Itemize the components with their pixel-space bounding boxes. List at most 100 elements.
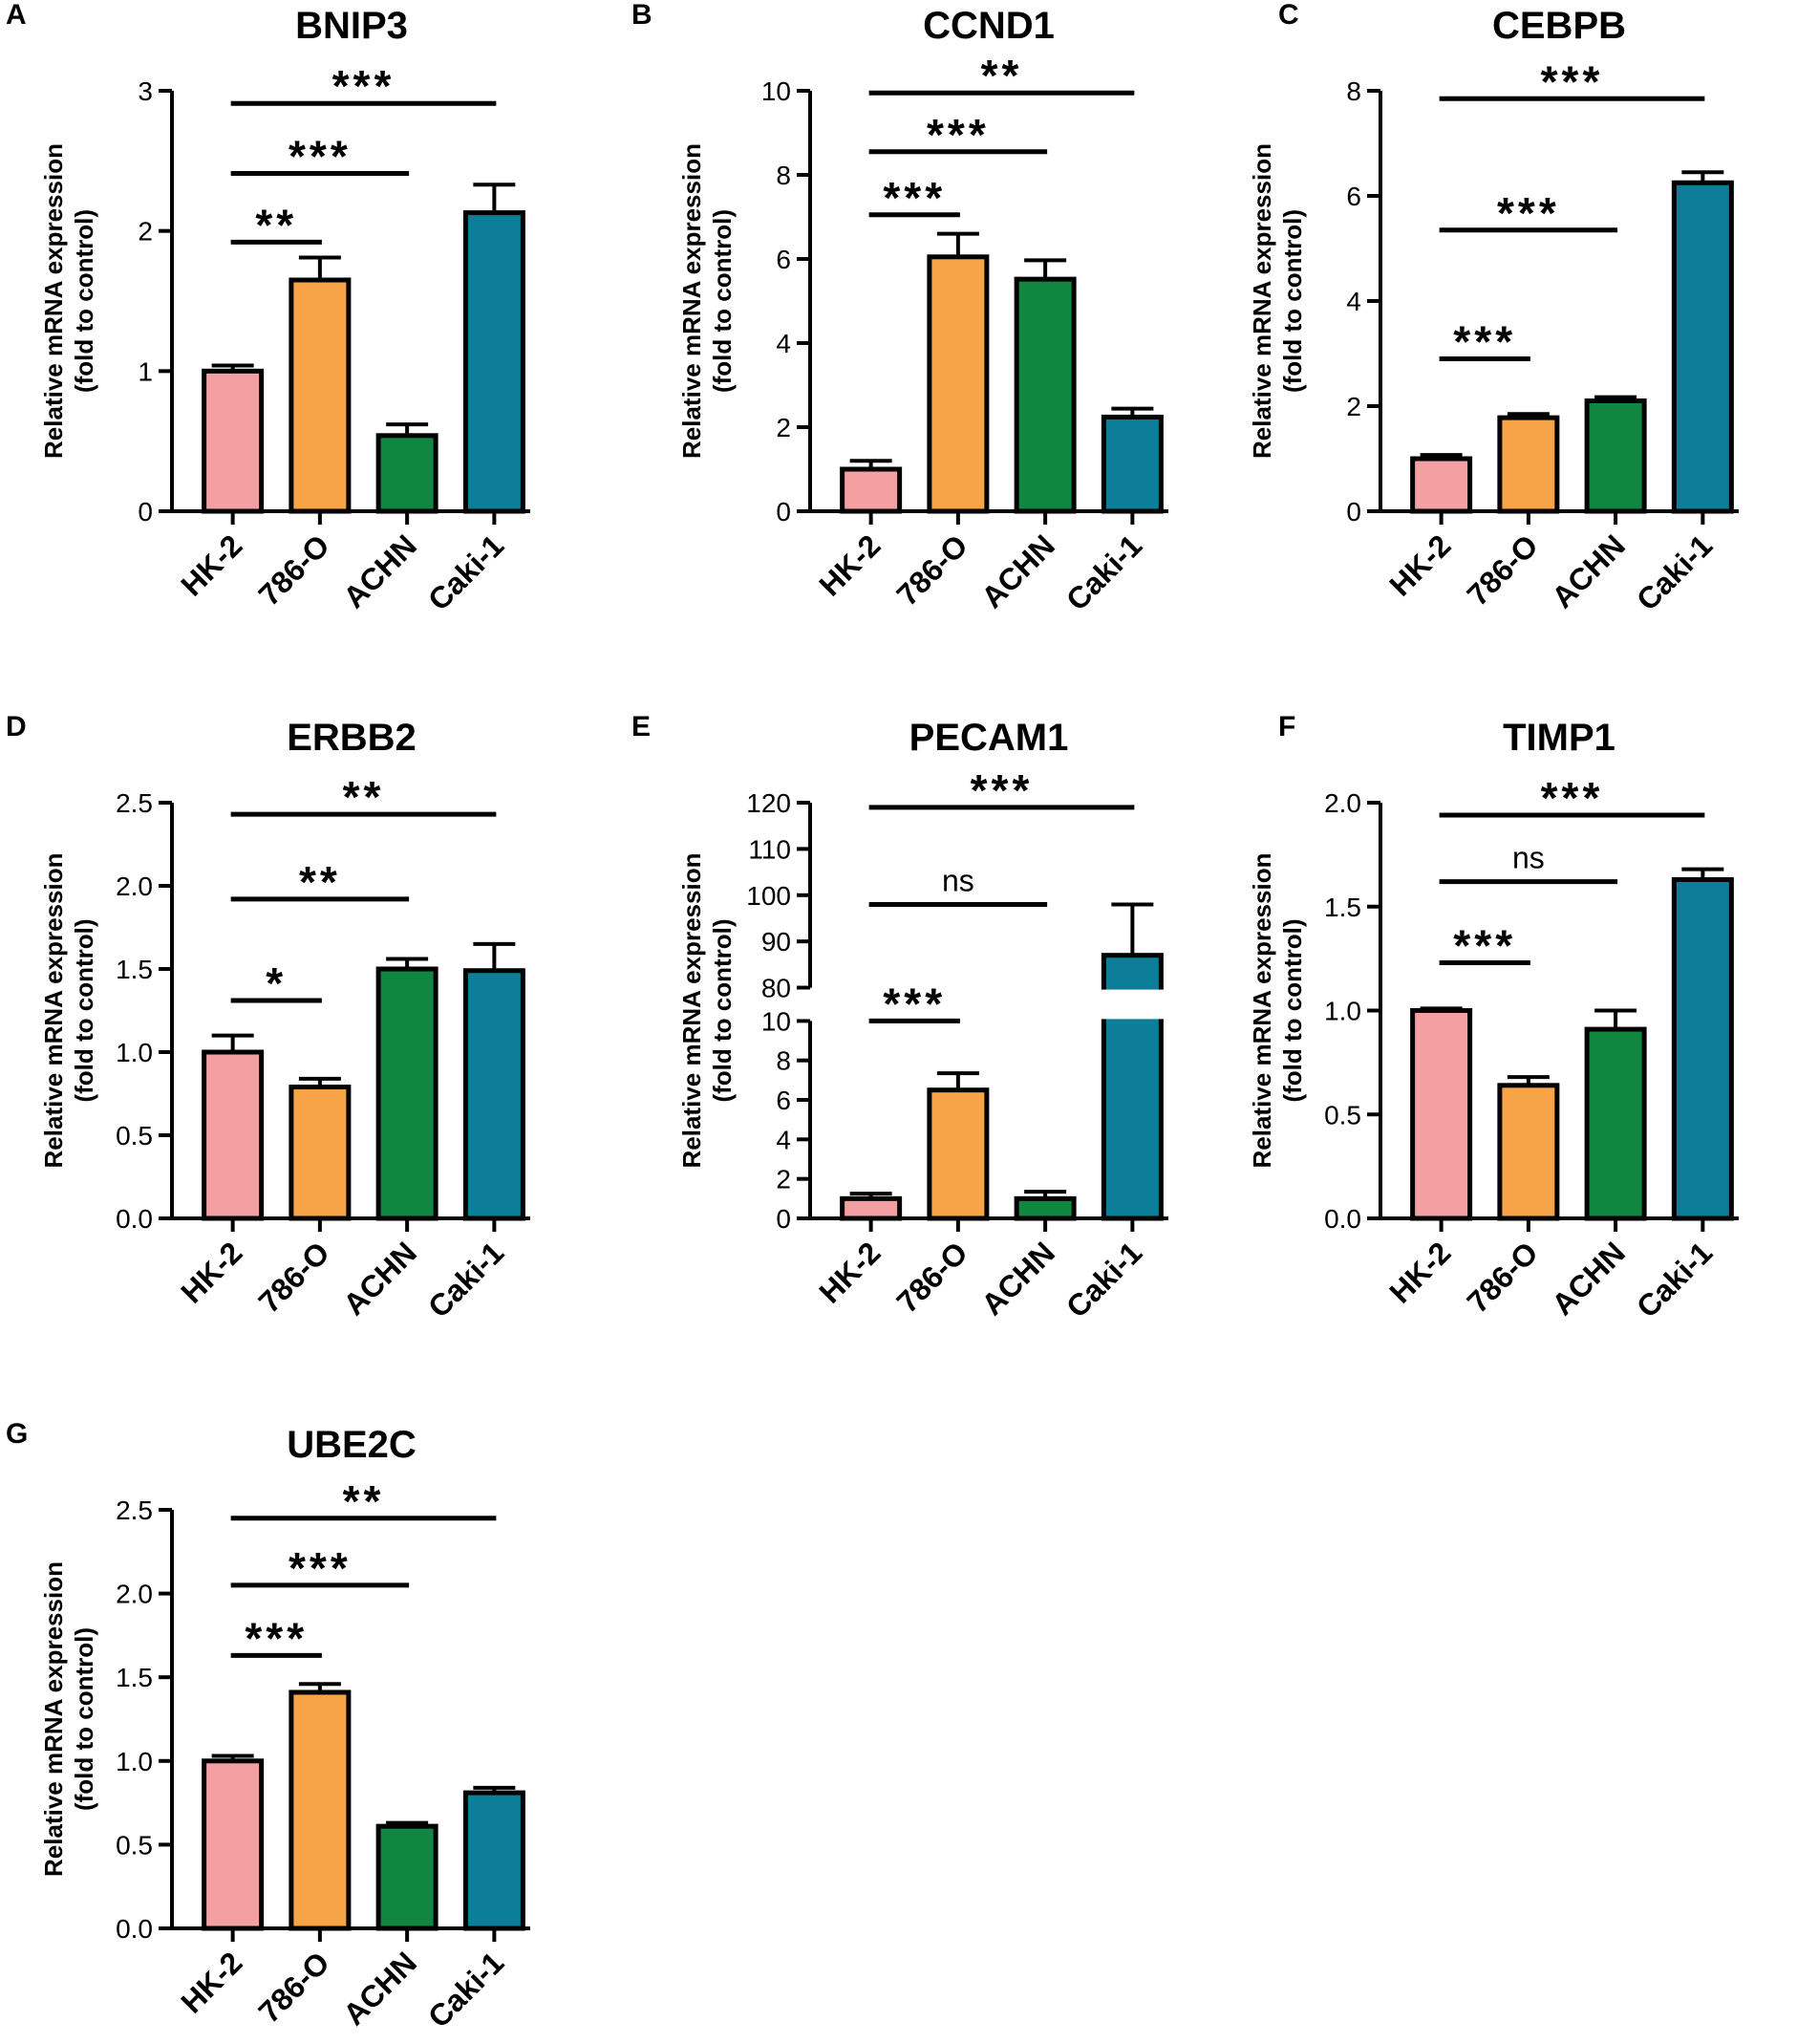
bar-hk-2	[1410, 1008, 1473, 1221]
x-tick-label-786-o: 786-O	[251, 1235, 335, 1319]
bar-786-o	[289, 1085, 352, 1221]
significance-label: ***	[883, 173, 946, 223]
x-tick-label-hk-2: HK-2	[174, 1945, 248, 2019]
bar-786-o	[289, 277, 352, 514]
y-tick-label: 6	[776, 1086, 791, 1115]
significance-label: ***	[332, 61, 396, 111]
panel-letter: F	[1278, 711, 1295, 742]
bar-achn	[375, 433, 438, 514]
x-tick-label-achn: ACHN	[1545, 1235, 1632, 1322]
x-tick-label-caki-1: Caki-1	[421, 1235, 510, 1323]
y-tick-label: 0.0	[1324, 1204, 1361, 1234]
y-axis-label: Relative mRNA expression	[677, 143, 706, 459]
bar-hk-2	[840, 466, 903, 514]
significance-label: ***	[289, 1543, 352, 1593]
y-tick-label: 4	[1346, 287, 1361, 316]
panel-f: F TIMP1 Relative mRNA expression (fold to c…	[1248, 711, 1739, 1324]
y-tick-label: 90	[761, 927, 791, 957]
y-tick-label: 110	[748, 834, 791, 864]
y-axis-label: Relative mRNA expression	[1248, 143, 1276, 459]
x-tick-label-achn: ACHN	[336, 1945, 423, 2032]
significance-label: **	[255, 200, 297, 249]
significance-label: *	[266, 958, 287, 1008]
bar-786-o	[289, 1689, 352, 1931]
significance-label: **	[981, 51, 1023, 100]
x-tick-label-hk-2: HK-2	[812, 527, 887, 602]
y-tick-label: 1.5	[1324, 893, 1361, 922]
y-axis-label: Relative mRNA expression	[39, 143, 68, 459]
x-tick-label-hk-2: HK-2	[812, 1235, 887, 1309]
x-tick-label-786-o: 786-O	[251, 1945, 335, 2029]
bar-786-o	[1497, 1083, 1560, 1221]
y-tick-label: 6	[1346, 182, 1361, 211]
x-tick-label-achn: ACHN	[1545, 527, 1632, 614]
bar-hk-2	[840, 1195, 903, 1221]
x-tick-label-hk-2: HK-2	[174, 527, 248, 602]
y-tick-label: 2.0	[116, 1580, 153, 1609]
bar-caki-1	[1671, 180, 1734, 514]
x-tick-label-achn: ACHN	[336, 1235, 423, 1322]
y-tick-label: 0	[776, 1204, 791, 1234]
y-tick-label: 2	[776, 413, 791, 442]
chart-title: PECAM1	[909, 717, 1069, 759]
panel-e: E PECAM1 Relative mRNA expression (fold to …	[631, 711, 1172, 1324]
significance-label: ns	[942, 863, 974, 897]
bar-786-o	[1497, 415, 1560, 514]
y-tick-label: 1.0	[116, 1038, 153, 1067]
y-tick-label: 80	[761, 974, 791, 1003]
significance-label: ***	[927, 110, 990, 160]
panel-c: C CEBPB Relative mRNA expression (fold to c…	[1248, 0, 1739, 617]
x-tick-label-hk-2: HK-2	[1382, 527, 1457, 602]
x-tick-label-caki-1: Caki-1	[1630, 1235, 1719, 1323]
bar-achn	[1014, 276, 1077, 514]
y-tick-label: 2	[776, 1165, 791, 1194]
y-tick-label: 10	[761, 76, 791, 106]
significance-label: **	[343, 772, 385, 822]
bar-achn	[1584, 1026, 1647, 1221]
y-tick-label: 0.0	[116, 1204, 153, 1234]
bar-hk-2	[1410, 456, 1473, 514]
significance-label: ***	[1497, 188, 1560, 238]
significance-label: ***	[1453, 920, 1516, 970]
bar-caki-1	[462, 210, 525, 514]
significance-label: **	[343, 1476, 385, 1526]
y-tick-label: 1.5	[116, 1663, 153, 1692]
bar-caki-1	[1671, 876, 1734, 1221]
y-tick-label: 0	[138, 497, 153, 527]
x-tick-label-786-o: 786-O	[251, 527, 335, 612]
bar-786-o	[927, 254, 990, 514]
x-tick-label-achn: ACHN	[974, 1235, 1061, 1322]
x-tick-label-786-o: 786-O	[1460, 1235, 1544, 1319]
y-tick-label: 10	[761, 1006, 791, 1036]
y-tick-label: 8	[776, 161, 791, 190]
y-tick-label: 1.0	[1324, 997, 1361, 1026]
significance-label: ***	[245, 1613, 308, 1663]
y-tick-label: 0.0	[116, 1914, 153, 1944]
y-tick-label: 2.5	[116, 1495, 153, 1525]
significance-label: ***	[1541, 56, 1604, 106]
y-tick-label: 4	[776, 1125, 791, 1154]
y-tick-label: 0.5	[116, 1121, 153, 1151]
significance-label: **	[299, 857, 341, 907]
x-tick-label-hk-2: HK-2	[174, 1235, 248, 1309]
x-tick-label-achn: ACHN	[974, 527, 1061, 614]
panel-b: B CCND1 Relative mRNA expression (fold to c…	[631, 0, 1168, 617]
significance-label: ***	[1453, 317, 1516, 367]
x-tick-label-caki-1: Caki-1	[421, 1945, 510, 2033]
panel-d: D ERBB2 Relative mRNA expression (fold to c…	[6, 711, 530, 1324]
panel-g: G UBE2C Relative mRNA expression (fold to c…	[6, 1418, 530, 2034]
bar-786-o	[927, 1087, 990, 1221]
y-axis-label-sub: (fold to control)	[1278, 918, 1307, 1102]
x-tick-label-caki-1: Caki-1	[421, 527, 510, 616]
y-tick-label: 100	[746, 881, 791, 911]
chart-title: UBE2C	[287, 1424, 417, 1466]
x-tick-label-caki-1: Caki-1	[1059, 1235, 1148, 1323]
panel-letter: A	[6, 0, 27, 31]
y-tick-label: 2	[1346, 392, 1361, 421]
x-tick-label-caki-1: Caki-1	[1630, 527, 1719, 616]
panel-a: A BNIP3 Relative mRNA expression (fold to c…	[6, 0, 530, 617]
bar-caki-1	[462, 968, 525, 1221]
y-axis-label-sub: (fold to control)	[708, 918, 737, 1102]
x-tick-label-achn: ACHN	[336, 527, 423, 614]
